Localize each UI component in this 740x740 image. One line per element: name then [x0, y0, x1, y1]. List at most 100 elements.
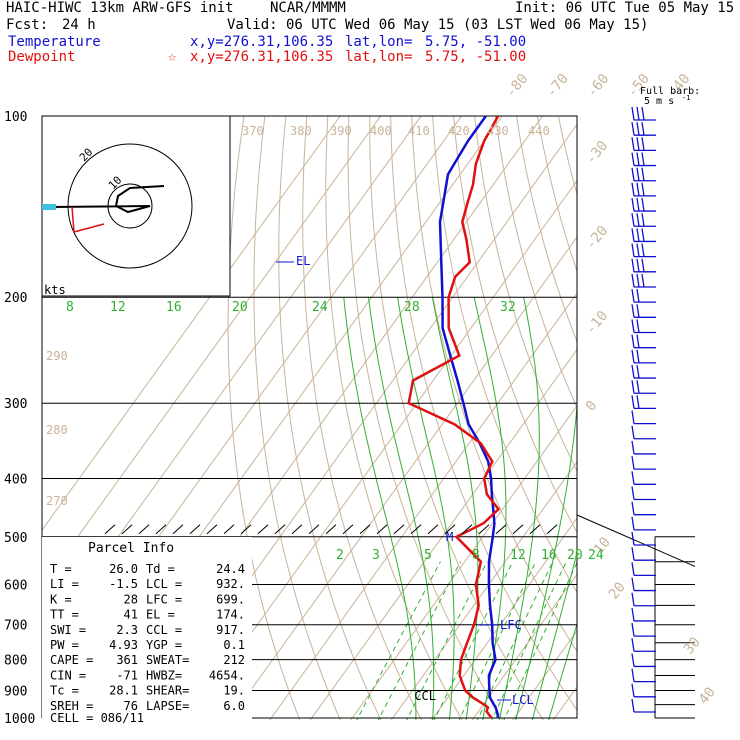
hatch-mark [410, 524, 422, 535]
hatch-mark [138, 524, 150, 535]
parcel-label: EL = [146, 608, 175, 622]
wind-barb-flag [636, 395, 640, 409]
wind-barb-flag [641, 167, 645, 181]
wind-barb [631, 258, 656, 273]
parcel-label: SREH = [50, 699, 93, 713]
wind-barb [631, 213, 656, 227]
dry-adiabat-line [390, 116, 577, 712]
wind-barb [631, 152, 656, 167]
mixing-ratio-tick-label: 5 [424, 548, 432, 563]
parcel-cell: CELL = 086/11 [50, 711, 144, 725]
slope-line [576, 514, 696, 567]
hatch-mark [223, 524, 235, 535]
wind-barb-flag [631, 653, 635, 667]
isotherm-line [228, 236, 577, 720]
pressure-tick-label: 700 [4, 619, 27, 634]
wind-barb-flag [636, 319, 640, 333]
moist-adiabat-line [473, 297, 507, 720]
wind-barb-legend: Full barb: [640, 86, 700, 97]
wind-barb-flag [631, 501, 635, 515]
hatch-mark [206, 524, 218, 535]
parcel-value: 4654. [209, 668, 245, 682]
theta-e-tick-label: 32 [500, 300, 516, 315]
wind-barb-flag [636, 167, 640, 181]
hatch-mark [461, 524, 473, 535]
hatch-mark [359, 524, 371, 535]
parcel-value: -71 [116, 668, 138, 682]
temperature-legend: Temperature [8, 34, 101, 50]
parcel-value: 174. [216, 608, 245, 622]
wind-barb-flag [631, 137, 635, 151]
isotherm-line [350, 404, 577, 720]
parcel-label: PW = [50, 638, 79, 652]
dry-adiabat-line [253, 116, 341, 720]
wind-barb-flag [636, 228, 640, 242]
parcel-info-box [42, 537, 252, 727]
dewpoint-latlon-label: lat,lon= [345, 49, 413, 65]
parcel-value: 28 [124, 592, 138, 606]
wind-barb-flag [641, 197, 645, 212]
dry-adiabat-line [278, 116, 382, 720]
pressure-tick-label: 1000 [4, 712, 35, 727]
hodograph-trace [51, 185, 165, 214]
temperature-latlon-label: lat,lon= [345, 34, 413, 50]
isotherm-tick-label: -20 [583, 223, 612, 253]
mixing-ratio-tick-label: 8 [472, 548, 480, 563]
wind-barb [631, 334, 656, 349]
parcel-label: LI = [50, 577, 79, 591]
wind-barb-flag [636, 334, 640, 348]
isotherm-line [471, 573, 577, 720]
parcel-value: 24.4 [216, 562, 245, 576]
wind-barb-flag [631, 364, 635, 379]
theta-tick-label: 270 [46, 494, 68, 508]
dry-adiabat-line [579, 116, 740, 731]
wind-barb-flag [631, 289, 635, 303]
isotherm-tick-label: 20 [606, 579, 629, 602]
dry-adiabat-line [495, 116, 577, 409]
wind-barb-flag [631, 410, 635, 424]
parcel-value: 28.1 [109, 684, 138, 698]
wind-barb [631, 653, 656, 668]
wind-barb-flag [641, 273, 645, 288]
wind-barb [631, 319, 656, 334]
parcel-label: LFC = [146, 592, 182, 606]
wind-barb-flag [631, 334, 635, 348]
parcel-value: 917. [216, 623, 245, 637]
parcel-value: 41 [124, 608, 138, 622]
parcel-label: SWEAT= [146, 653, 189, 667]
wind-barb [631, 486, 656, 501]
wind-barb [631, 289, 656, 303]
parcel-label: SWI = [50, 623, 86, 637]
dewpoint-legend: Dewpoint [8, 49, 76, 65]
wind-barb-flag [641, 228, 645, 242]
isotherm-line [390, 461, 577, 720]
moist-adiabat-line [343, 297, 417, 720]
dewpoint-latlon: 5.75, -51.00 [425, 49, 527, 65]
level-marker-ccl: CCL [414, 689, 436, 703]
wind-barb-legend-unit: 5 m s [644, 96, 674, 107]
theta-e-tick-label: 8 [66, 300, 74, 315]
wind-barb-flag [631, 213, 635, 227]
wind-barb-legend-exp: -1 [682, 94, 690, 102]
moist-adiabat-line [515, 297, 577, 720]
wind-barb [631, 228, 656, 243]
parcel-value: 212 [223, 653, 245, 667]
parcel-value: 2.3 [116, 623, 138, 637]
parcel-label: K = [50, 592, 72, 606]
wind-barb-flag [636, 289, 640, 303]
isotherm-line [42, 116, 341, 531]
level-marker-m: M [446, 530, 453, 544]
wind-barb [631, 167, 656, 182]
wind-barb-flag [631, 456, 635, 470]
wind-barb [631, 623, 656, 637]
wind-barb-flag [631, 258, 635, 272]
wind-barb [631, 531, 656, 546]
parcel-label: LCL = [146, 577, 182, 591]
wind-barb [631, 440, 656, 455]
wind-barb [631, 471, 656, 485]
wind-barb-flag [636, 106, 640, 121]
isotherm-tick-label: -30 [583, 138, 612, 168]
parcel-label: TT = [50, 608, 79, 622]
dry-adiabat-line [302, 116, 423, 720]
wind-barb [631, 182, 656, 197]
